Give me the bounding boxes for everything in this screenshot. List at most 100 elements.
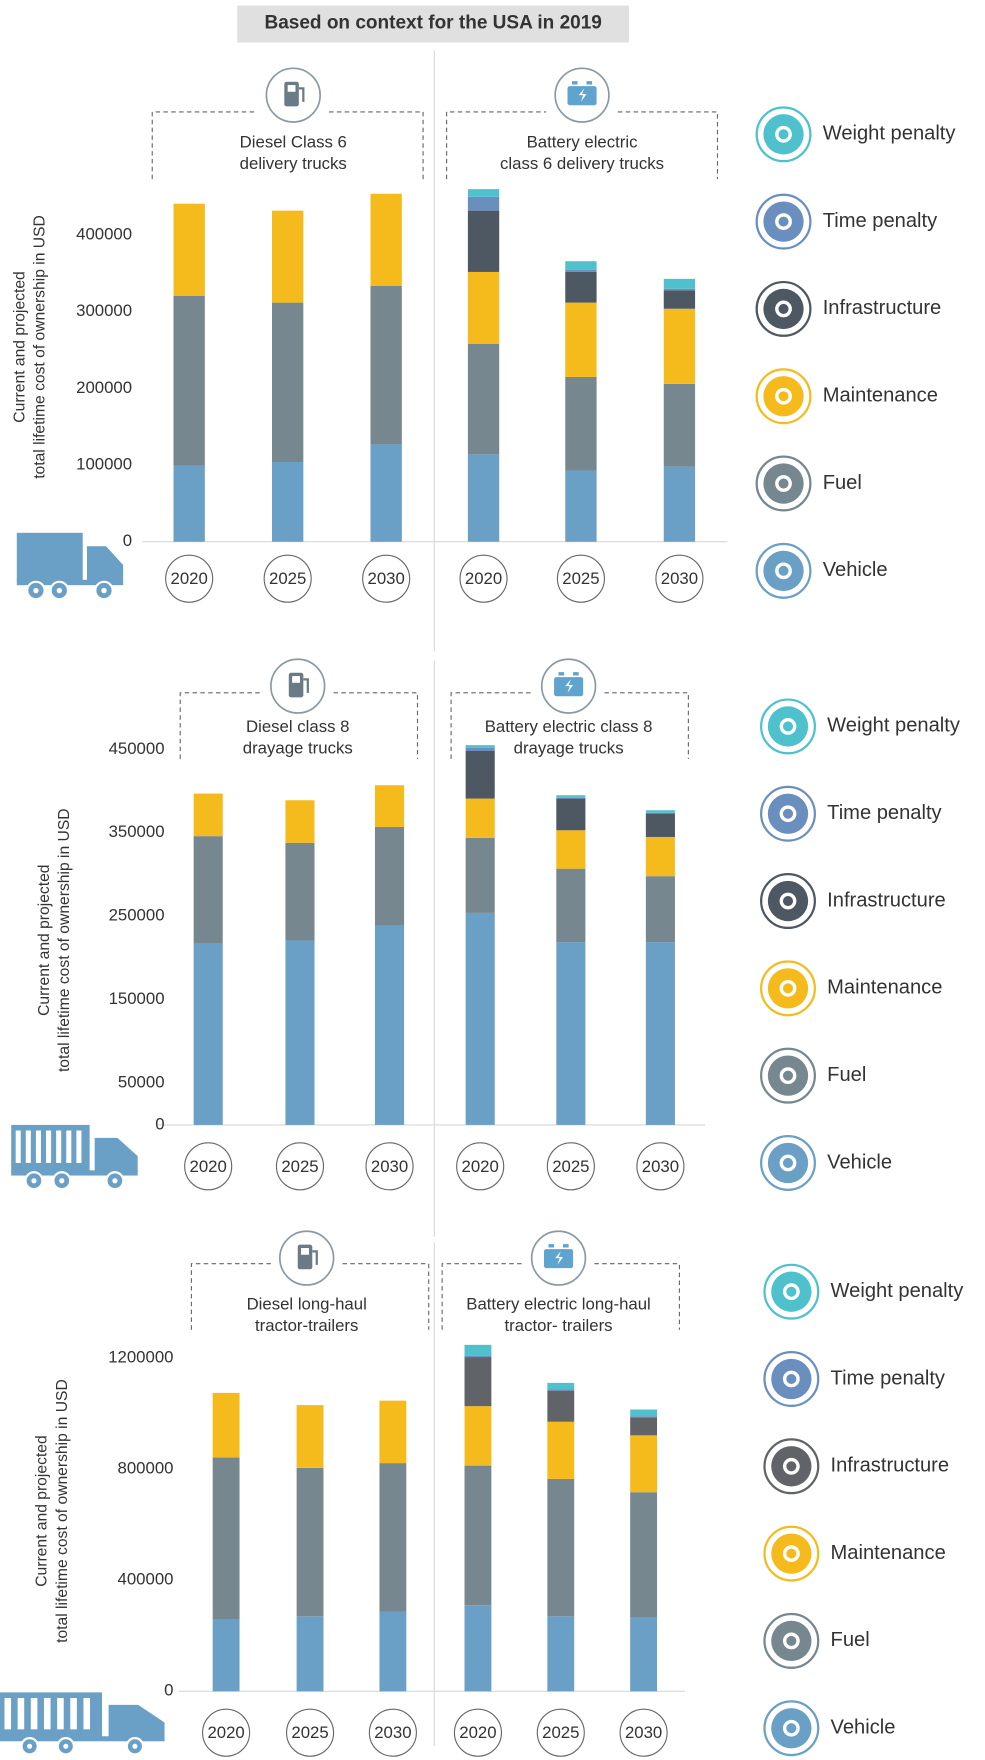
legend-icon-core	[763, 463, 804, 504]
legend-label: Vehicle	[831, 1717, 896, 1739]
bar-segment	[465, 750, 495, 799]
truck-hub	[112, 1178, 118, 1184]
truck-rib	[57, 1697, 64, 1730]
bar-segment	[464, 1465, 492, 1606]
title-box	[237, 5, 630, 43]
bar-segment	[565, 261, 597, 270]
bar-segment	[663, 466, 696, 542]
group-label: delivery trucks	[240, 154, 347, 173]
group-label: tractor- trailers	[505, 1316, 613, 1335]
bar-segment	[212, 1457, 240, 1620]
year-circle	[655, 554, 704, 603]
bar-segment	[296, 1467, 324, 1617]
x-tick-label: 2020	[459, 1723, 496, 1742]
pump-hose	[298, 87, 305, 102]
bar-segment	[547, 1389, 575, 1391]
battery-bolt	[565, 679, 574, 693]
legend-icon-core	[771, 1533, 812, 1574]
x-tick-label: 2030	[625, 1723, 662, 1742]
group-label: tractor-trailers	[255, 1316, 358, 1335]
bar-segment	[663, 288, 696, 291]
x-tick-label: 2030	[642, 1157, 679, 1176]
bar-segment	[663, 308, 696, 384]
legend-icon-glyph	[775, 475, 792, 492]
battery-icon	[543, 1249, 574, 1269]
legend-icon-core	[767, 1055, 809, 1096]
legend-icon-core	[767, 1142, 809, 1184]
bar-segment	[212, 1619, 240, 1692]
year-circle	[536, 1708, 585, 1757]
bar-segment	[296, 1616, 324, 1692]
bar-segment	[464, 1344, 492, 1356]
bar-segment	[193, 836, 223, 944]
truck-cab	[86, 546, 124, 582]
bar-segment	[556, 797, 586, 799]
y-tick-label: 250000	[109, 906, 165, 925]
group-label: drayage trucks	[243, 738, 353, 757]
bar-segment	[663, 383, 696, 467]
x-tick-label: 2025	[269, 569, 306, 588]
bar-segment	[547, 1421, 575, 1479]
legend-label: Fuel	[827, 1064, 866, 1086]
bar-segment	[193, 793, 223, 837]
battery-icon	[554, 677, 584, 697]
year-circle	[459, 554, 508, 603]
pump-window	[287, 85, 296, 92]
y-axis-label: total lifetime cost of ownership in USD	[31, 215, 48, 479]
bar-segment	[547, 1616, 575, 1692]
truck-rib	[83, 1697, 91, 1730]
x-tick-label: 2030	[368, 569, 405, 588]
group-bracket	[190, 1263, 430, 1330]
pump-window	[292, 676, 300, 683]
truck-rib	[30, 1697, 38, 1730]
legend-icon-glyph	[782, 1719, 800, 1737]
y-tick-label: 200000	[76, 378, 132, 397]
bar-segment	[464, 1355, 492, 1358]
legend-icon-glyph	[782, 1632, 800, 1650]
y-tick-label: 300000	[76, 301, 132, 320]
bar-segment	[565, 302, 597, 377]
x-tick-label: 2030	[371, 1157, 408, 1176]
group-label: Diesel long-haul	[247, 1295, 367, 1314]
legend-icon-core	[763, 288, 804, 330]
y-axis-label: total lifetime cost of ownership in USD	[56, 808, 73, 1072]
year-circle	[184, 1142, 233, 1191]
legend-label: Vehicle	[823, 559, 888, 581]
legend-label: Time penalty	[831, 1367, 946, 1389]
legend-icon-core	[763, 114, 804, 155]
y-axis-label: total lifetime cost of ownership in USD	[54, 1379, 71, 1643]
x-tick-label: 2020	[462, 1157, 499, 1176]
bar-segment	[467, 189, 500, 197]
group-label: Battery electric class 8	[485, 717, 653, 736]
truck-cab	[94, 1137, 138, 1172]
truck-chassis	[16, 579, 124, 586]
legend-label: Infrastructure	[831, 1455, 950, 1477]
truck-hub	[63, 1743, 69, 1749]
legend-icon-core	[767, 880, 809, 922]
bar-segment	[547, 1382, 575, 1390]
legend-icon-core	[771, 1358, 812, 1400]
bar-segment	[465, 798, 495, 838]
bar-segment	[296, 1405, 324, 1468]
truck-rib	[56, 1130, 62, 1163]
truck-rib	[43, 1697, 51, 1730]
legend-icon-core	[763, 550, 804, 591]
truck-body	[16, 532, 83, 582]
bar-segment	[645, 810, 675, 813]
y-tick-label: 1200000	[108, 1348, 173, 1367]
bar-segment	[645, 942, 675, 1125]
truck-chassis	[11, 1170, 138, 1176]
bar-segment	[465, 747, 495, 751]
bar-segment	[663, 290, 696, 309]
group-label: class 6 delivery trucks	[500, 154, 664, 173]
legend-icon-glyph	[782, 1370, 800, 1388]
bar-segment	[271, 462, 304, 542]
bar-segment	[173, 295, 205, 466]
bar-segment	[173, 465, 205, 542]
legend-label: Weight penalty	[827, 715, 961, 737]
legend-label: Vehicle	[827, 1151, 892, 1173]
year-circle	[275, 1142, 325, 1191]
bar-segment	[173, 203, 205, 296]
legend-label: Time penalty	[823, 210, 938, 232]
x-tick-label: 2020	[171, 569, 208, 588]
